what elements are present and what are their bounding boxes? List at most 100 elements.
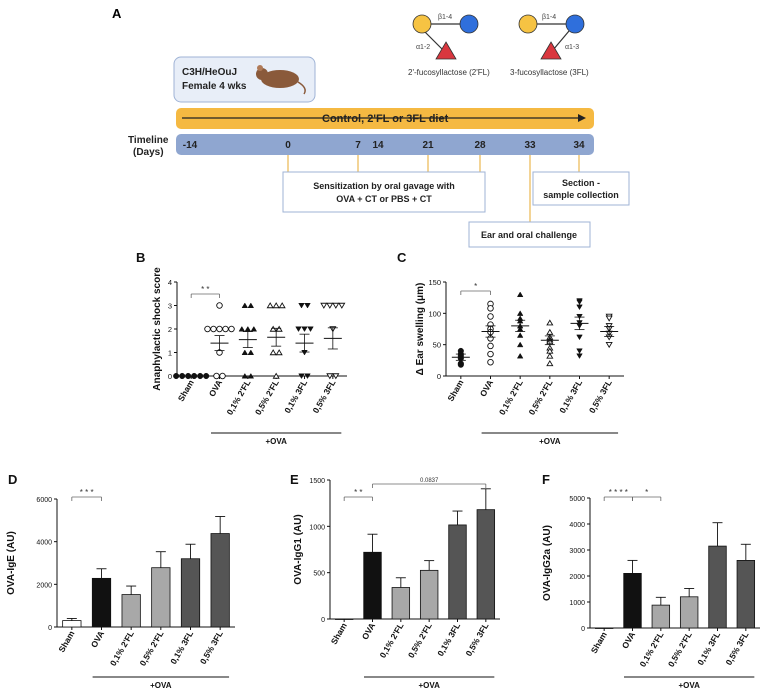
y-axis-label: OVA-IgG2a (AU) (542, 525, 553, 601)
data-point (487, 305, 494, 312)
y-tick-label: 2000 (36, 582, 52, 589)
data-point (266, 302, 274, 309)
data-point (250, 325, 258, 332)
data-point (301, 326, 308, 333)
glucose-icon (459, 14, 479, 34)
x-tick-label: OVA (478, 378, 496, 398)
panel-letter: B (136, 250, 145, 265)
panel-letter-a: A (112, 6, 122, 21)
timeline-day-label: 34 (573, 140, 585, 151)
y-tick-label: 4 (168, 278, 172, 287)
x-tick-label: Sham (176, 378, 196, 403)
data-point (304, 373, 311, 380)
timeline-day-label: 14 (372, 140, 384, 151)
bar (736, 560, 756, 629)
galactose-icon (412, 14, 432, 34)
data-point (338, 302, 346, 309)
x-tick-label: OVA (620, 630, 638, 650)
data-point (304, 303, 311, 309)
data-point (298, 373, 305, 380)
arrow-right-icon (578, 114, 586, 122)
group-label: +OVA (265, 437, 287, 446)
data-point (272, 372, 280, 379)
y-axis-label: OVA-IgG1 (AU) (293, 514, 304, 584)
data-point (516, 341, 524, 348)
y-tick-label: 3 (168, 302, 172, 311)
x-tick-label: 0,5% 3FL (310, 378, 337, 415)
challenge-box (468, 221, 591, 248)
y-tick-label: 2 (168, 325, 172, 334)
galactose-icon (518, 14, 538, 34)
data-point (326, 373, 334, 380)
mouse-strain-box (173, 56, 316, 103)
data-point (546, 319, 554, 326)
panel-letter: E (290, 472, 299, 487)
group-label: +OVA (418, 681, 440, 690)
data-point (295, 326, 302, 333)
data-point (278, 302, 286, 309)
data-point (576, 348, 583, 354)
bar (594, 627, 614, 629)
y-tick-label: 500 (313, 571, 325, 578)
data-point (269, 349, 277, 356)
data-point (326, 302, 334, 309)
x-tick-label: OVA (207, 378, 225, 398)
diet-label: Control, 2'FL or 3FL diet (322, 113, 449, 125)
x-tick-label: 0,5% 3FL (198, 629, 225, 666)
x-tick-label: 0,5% 2'FL (253, 378, 281, 417)
bar (419, 569, 439, 620)
data-point (222, 325, 229, 333)
data-point (247, 349, 255, 355)
x-tick-label: 0,5% 2'FL (666, 630, 694, 669)
data-point (275, 325, 283, 332)
data-point (516, 352, 524, 359)
glycan-2fl-diagram: β1-4 α1-2 2'-fucosyllactose (2'FL) (408, 14, 490, 77)
data-point (307, 326, 314, 333)
data-point (516, 291, 524, 298)
chart-panel-d: D 0 2000 4000 6000 OVA-IgE (AU) Sham OVA 0,1% 2'… (6, 472, 235, 690)
y-tick-label: 1500 (309, 478, 325, 485)
data-point (332, 302, 340, 309)
bar (391, 587, 411, 620)
chart-panel-f: F 0 1000 2000 3000 4000 5000 OVA-IgG2a (AU) Sham… (542, 472, 760, 690)
data-point (269, 325, 277, 332)
significance-label: * * (201, 285, 209, 294)
x-tick-label: Sham (445, 378, 465, 403)
data-point (546, 328, 554, 335)
data-point (576, 313, 583, 320)
x-tick-label: 0,1% 2'FL (224, 378, 252, 417)
data-point (173, 372, 180, 380)
y-tick-label: 4000 (569, 522, 585, 529)
bar (708, 545, 727, 629)
x-tick-label: 0,1% 3FL (695, 630, 722, 667)
significance-label: * (474, 282, 477, 291)
y-tick-label: 0 (581, 626, 585, 633)
data-point (457, 361, 464, 368)
data-point (228, 325, 235, 333)
y-tick-label: 6000 (36, 497, 52, 504)
bar (623, 573, 642, 629)
bar (180, 558, 201, 628)
x-tick-label: 0,1% 3FL (282, 378, 309, 415)
data-point (487, 358, 494, 366)
section-line1: Section - (562, 178, 600, 188)
x-tick-label: 0,1% 3FL (435, 621, 462, 658)
data-point (576, 353, 583, 359)
x-tick-label: 0,1% 2'FL (497, 378, 525, 417)
bar (210, 533, 230, 628)
group-label: +OVA (539, 437, 561, 446)
data-point (576, 299, 583, 306)
challenge-label: Ear and oral challenge (481, 230, 577, 240)
panel-letter: F (542, 472, 550, 487)
y-tick-label: 2000 (569, 574, 585, 581)
data-point (241, 349, 249, 355)
data-point (247, 302, 255, 308)
timeline-day-label: 21 (422, 140, 434, 151)
data-point (605, 315, 613, 322)
data-point (487, 342, 494, 350)
data-point (275, 349, 283, 356)
x-tick-label: Sham (589, 630, 609, 655)
data-point (244, 325, 252, 332)
